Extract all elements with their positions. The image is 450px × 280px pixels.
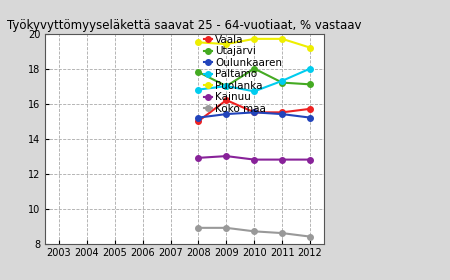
Oulunkaaren [307,116,313,119]
Utajärvi [307,83,313,86]
Koko maa [252,230,257,233]
Kainuu [307,158,313,161]
Vaala [252,111,257,114]
Koko maa [196,226,201,230]
Utajärvi [196,70,201,74]
Utajärvi [252,67,257,70]
Kainuu [224,155,229,158]
Vaala [196,119,201,123]
Line: Oulunkaaren: Oulunkaaren [196,109,313,120]
Line: Vaala: Vaala [196,97,313,124]
Line: Utajärvi: Utajärvi [196,66,313,89]
Paltamo [279,79,285,83]
Oulunkaaren [224,112,229,116]
Koko maa [279,231,285,235]
Utajärvi [279,81,285,84]
Oulunkaaren [252,111,257,114]
Oulunkaaren [196,116,201,119]
Paltamo [307,67,313,70]
Line: Paltamo: Paltamo [196,66,313,94]
Paltamo [252,90,257,93]
Puolanka [279,37,285,41]
Title: Työkyvyttömyyseläkettä saavat 25 - 64-vuotiaat, % vastaav: Työkyvyttömyyseläkettä saavat 25 - 64-vu… [7,19,362,32]
Puolanka [307,46,313,49]
Vaala [307,107,313,111]
Line: Koko maa: Koko maa [196,225,313,239]
Puolanka [196,41,201,44]
Paltamo [196,88,201,91]
Line: Puolanka: Puolanka [196,36,313,50]
Paltamo [224,85,229,88]
Legend: Vaala, Utajärvi, Oulunkaaren, Paltamo, Puolanka, Kainuu, Koko maa: Vaala, Utajärvi, Oulunkaaren, Paltamo, P… [204,35,282,114]
Kainuu [252,158,257,161]
Kainuu [279,158,285,161]
Line: Kainuu: Kainuu [196,153,313,162]
Koko maa [224,226,229,230]
Vaala [224,99,229,102]
Vaala [279,111,285,114]
Kainuu [196,156,201,160]
Oulunkaaren [279,112,285,116]
Puolanka [224,42,229,46]
Puolanka [252,37,257,41]
Koko maa [307,235,313,238]
Utajärvi [224,85,229,88]
